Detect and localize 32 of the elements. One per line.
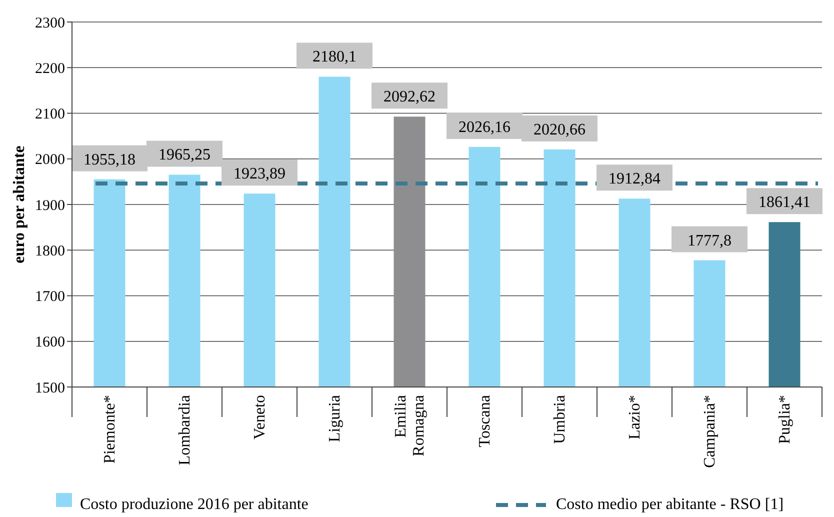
legend-label: Costo medio per abitante - RSO [1] (556, 496, 784, 513)
data-label: 2092,62 (384, 88, 436, 106)
data-label: 2026,16 (458, 118, 510, 136)
x-tick-label: Lombardia (176, 395, 194, 466)
x-tick-label: Puglia* (776, 395, 794, 444)
y-tick-label: 2100 (35, 106, 65, 122)
y-tick-label: 2200 (35, 60, 65, 77)
y-axis-title: euro per abitante (11, 146, 28, 264)
x-tick-label: Veneto (252, 395, 268, 440)
x-tick-label: Emilia Romagna (392, 395, 428, 456)
data-label: 1861,41 (758, 194, 810, 212)
data-label: 1912,84 (608, 170, 660, 188)
x-tick-label: Piemonte* (102, 395, 118, 464)
x-tick-label: Campania* (702, 395, 718, 468)
y-tick-label: 1600 (35, 334, 65, 351)
data-label: 1777,8 (688, 232, 732, 250)
data-label: 2180,1 (312, 48, 356, 66)
y-tick-label: 1900 (35, 198, 65, 214)
x-tick-label: Liguria (326, 395, 344, 442)
x-tick-label: Lazio* (626, 395, 644, 440)
data-label: 1965,25 (158, 146, 210, 164)
y-tick-label: 1700 (35, 289, 65, 305)
y-tick-label: 2300 (35, 15, 65, 32)
data-label: 1955,18 (84, 151, 136, 168)
data-label: 1923,89 (234, 166, 286, 183)
y-tick-label: 1800 (35, 243, 65, 260)
legend-label: Costo produzione 2016 per abitante (80, 496, 308, 513)
y-tick-label: 2000 (35, 152, 65, 168)
data-label: 2020,66 (534, 121, 586, 138)
x-tick-label: Umbria (552, 395, 568, 444)
y-tick-label: 1500 (35, 380, 65, 396)
x-tick-label: Toscana (476, 395, 494, 448)
